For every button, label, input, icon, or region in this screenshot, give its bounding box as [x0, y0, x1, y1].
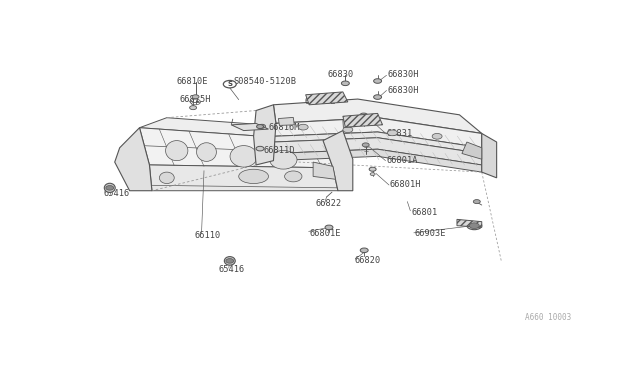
Circle shape: [106, 186, 114, 190]
Circle shape: [388, 130, 397, 136]
Circle shape: [374, 95, 381, 99]
Circle shape: [223, 80, 236, 88]
Text: 66801E: 66801E: [310, 229, 341, 238]
Polygon shape: [306, 92, 348, 105]
Polygon shape: [140, 118, 343, 141]
Polygon shape: [313, 162, 335, 179]
Ellipse shape: [104, 183, 115, 192]
Polygon shape: [253, 105, 276, 165]
Text: 66830H: 66830H: [388, 86, 419, 95]
Circle shape: [341, 81, 349, 86]
Text: 66903E: 66903E: [415, 229, 446, 238]
Text: 66811D: 66811D: [264, 146, 295, 155]
Text: S: S: [227, 81, 232, 87]
Ellipse shape: [196, 143, 216, 161]
Polygon shape: [273, 132, 482, 154]
Text: 66810E: 66810E: [177, 77, 208, 86]
Ellipse shape: [285, 171, 302, 182]
Ellipse shape: [269, 151, 297, 169]
Circle shape: [259, 124, 266, 128]
Polygon shape: [343, 113, 383, 127]
Circle shape: [189, 106, 196, 110]
Ellipse shape: [159, 172, 174, 183]
Text: 65416: 65416: [219, 265, 245, 274]
Polygon shape: [140, 128, 333, 168]
Circle shape: [369, 167, 376, 171]
Text: 66815H: 66815H: [179, 95, 211, 104]
Polygon shape: [457, 219, 482, 227]
Text: 66802E: 66802E: [304, 97, 336, 106]
Circle shape: [370, 173, 375, 176]
Polygon shape: [273, 118, 482, 148]
Ellipse shape: [230, 145, 257, 167]
Circle shape: [374, 79, 381, 83]
Text: A660 10003: A660 10003: [525, 314, 571, 323]
Text: 66801A: 66801A: [387, 156, 418, 165]
Circle shape: [325, 225, 333, 230]
Text: 66830: 66830: [328, 70, 355, 79]
Circle shape: [469, 223, 479, 228]
Circle shape: [257, 125, 264, 129]
Circle shape: [432, 134, 442, 139]
Text: 66801: 66801: [412, 208, 438, 217]
Text: S08540-5120B: S08540-5120B: [234, 77, 297, 86]
Circle shape: [360, 248, 368, 253]
Circle shape: [360, 113, 368, 118]
Ellipse shape: [239, 169, 269, 183]
Text: 66110: 66110: [194, 231, 220, 240]
Polygon shape: [115, 128, 152, 191]
Text: 66822: 66822: [316, 199, 342, 208]
Circle shape: [226, 259, 234, 263]
Circle shape: [362, 143, 369, 147]
Polygon shape: [278, 118, 294, 125]
Polygon shape: [231, 124, 269, 131]
Circle shape: [256, 146, 264, 151]
Text: 65416: 65416: [104, 189, 130, 198]
Text: 66831: 66831: [387, 129, 413, 138]
Ellipse shape: [225, 257, 236, 265]
Ellipse shape: [467, 222, 482, 230]
Circle shape: [192, 95, 199, 99]
Text: 66801H: 66801H: [390, 180, 422, 189]
Circle shape: [343, 127, 353, 132]
Ellipse shape: [166, 141, 188, 161]
Polygon shape: [462, 142, 482, 159]
Text: 66830H: 66830H: [388, 70, 419, 79]
Text: 66816M: 66816M: [269, 123, 300, 132]
Polygon shape: [150, 165, 338, 191]
Polygon shape: [323, 131, 353, 191]
Circle shape: [474, 200, 480, 203]
Polygon shape: [273, 149, 482, 172]
Text: 66820: 66820: [355, 256, 381, 264]
Polygon shape: [273, 138, 482, 165]
Circle shape: [298, 124, 308, 130]
Polygon shape: [273, 99, 482, 134]
Polygon shape: [343, 119, 356, 128]
Polygon shape: [482, 134, 497, 178]
